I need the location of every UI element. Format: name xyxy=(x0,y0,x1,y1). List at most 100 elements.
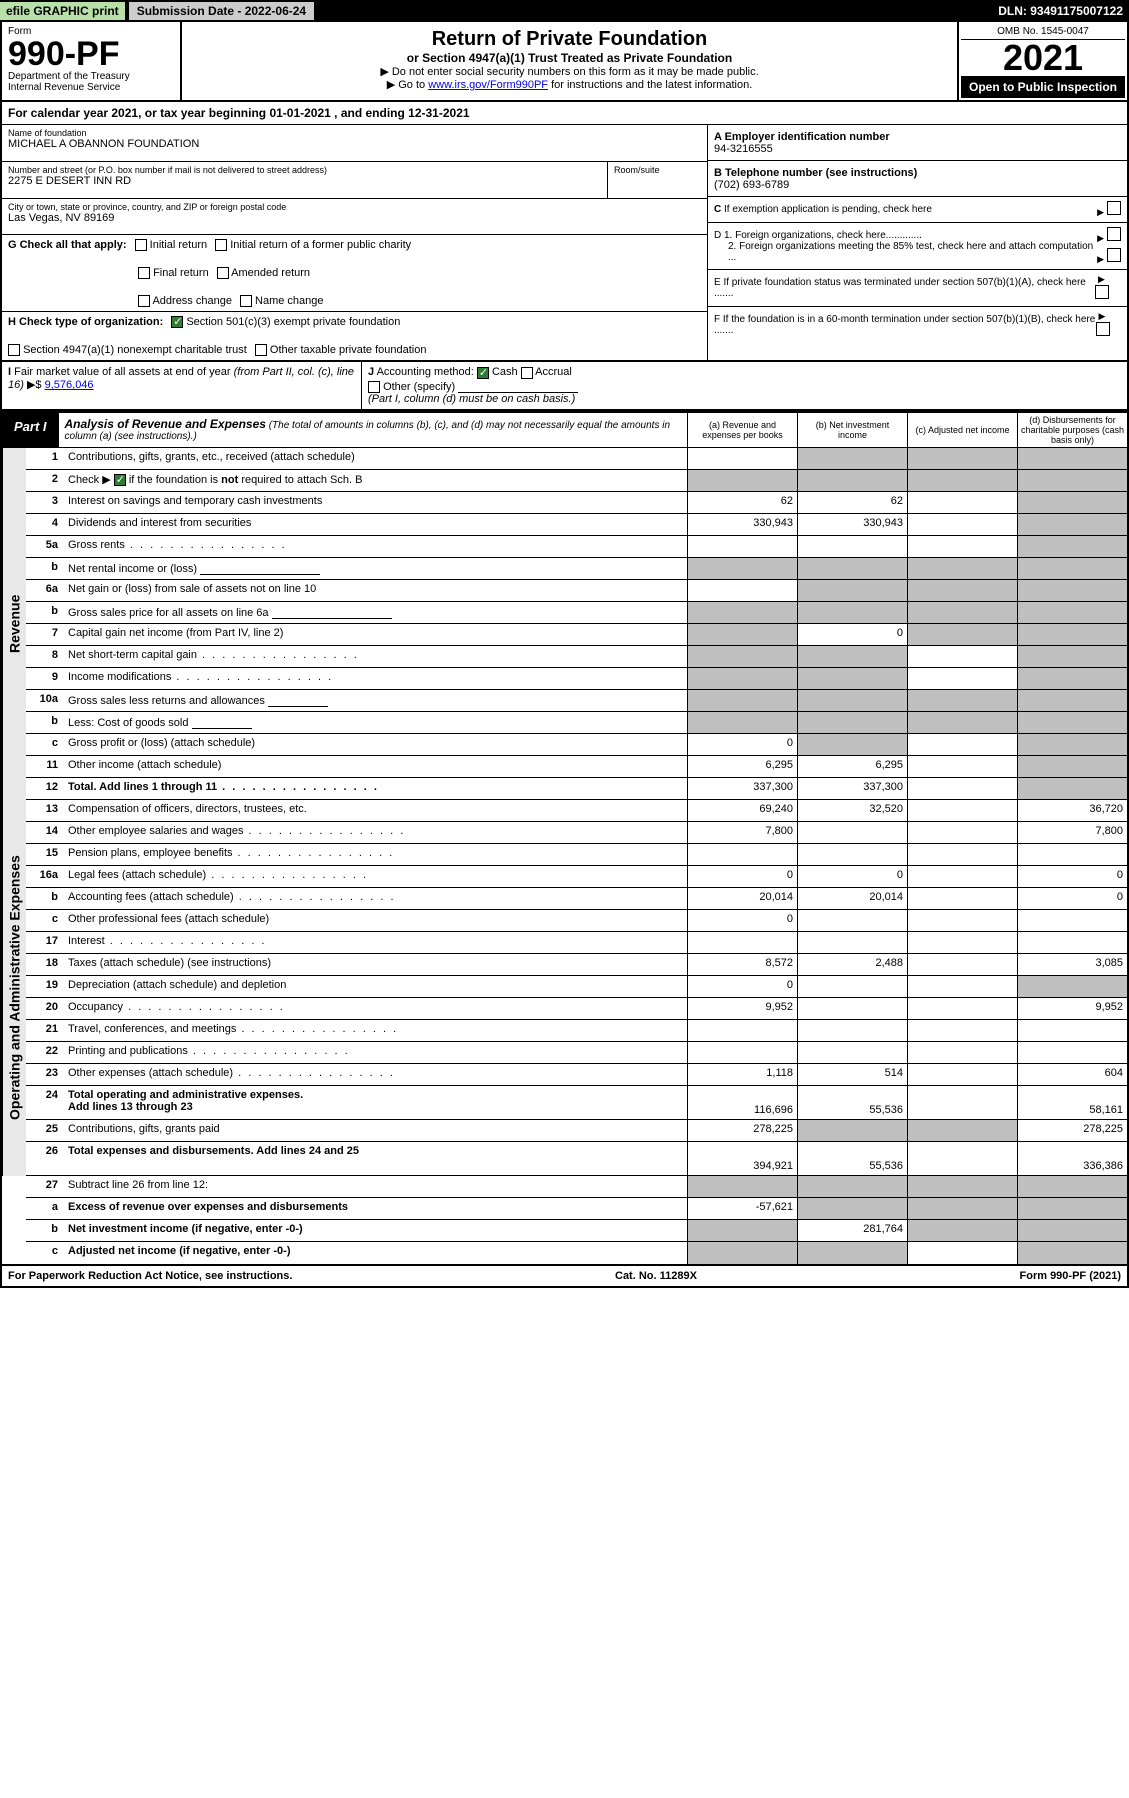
amt-d xyxy=(1017,690,1127,711)
amt-a xyxy=(687,470,797,491)
desc: Contributions, gifts, grants paid xyxy=(64,1120,687,1141)
ln: 6a xyxy=(26,580,64,601)
efile-badge[interactable]: efile GRAPHIC print xyxy=(0,2,125,20)
cb-initial-return[interactable] xyxy=(135,239,147,251)
table-row: bNet rental income or (loss) xyxy=(26,558,1127,580)
ln: 5a xyxy=(26,536,64,557)
amt-d: 58,161 xyxy=(1017,1086,1127,1119)
ln: 18 xyxy=(26,954,64,975)
amt-a: 278,225 xyxy=(687,1120,797,1141)
cb-name-change[interactable] xyxy=(240,295,252,307)
table-row: 20Occupancy9,9529,952 xyxy=(26,998,1127,1020)
ln: 12 xyxy=(26,778,64,799)
desc: Gross sales price for all assets on line… xyxy=(64,602,687,623)
amt-b xyxy=(797,998,907,1019)
city-label: City or town, state or province, country… xyxy=(8,202,701,212)
cb-d1[interactable] xyxy=(1107,227,1121,241)
desc: Other employee salaries and wages xyxy=(64,822,687,843)
note-pre: ▶ Go to xyxy=(387,79,428,91)
amt-b xyxy=(797,844,907,865)
amt-a xyxy=(687,1242,797,1264)
cb-d2[interactable] xyxy=(1107,248,1121,262)
amt-d xyxy=(1017,558,1127,579)
desc: Excess of revenue over expenses and disb… xyxy=(64,1198,687,1219)
amt-a xyxy=(687,932,797,953)
g-opt-0: Initial return xyxy=(150,239,207,251)
amt-b: 32,520 xyxy=(797,800,907,821)
amt-c xyxy=(907,470,1017,491)
e-label: E If private foundation status was termi… xyxy=(714,277,1095,299)
cb-initial-former[interactable] xyxy=(215,239,227,251)
amt-b: 55,536 xyxy=(797,1142,907,1175)
amt-a xyxy=(687,1220,797,1241)
amt-c xyxy=(907,602,1017,623)
ln: 24 xyxy=(26,1086,64,1119)
expenses-rows: 13Compensation of officers, directors, t… xyxy=(26,800,1127,1176)
table-row: 6aNet gain or (loss) from sale of assets… xyxy=(26,580,1127,602)
note-ssn: ▶ Do not enter social security numbers o… xyxy=(188,65,951,78)
amt-c xyxy=(907,932,1017,953)
table-row: 9Income modifications xyxy=(26,668,1127,690)
desc: Other expenses (attach schedule) xyxy=(64,1064,687,1085)
calendar-year-row: For calendar year 2021, or tax year begi… xyxy=(2,102,1127,125)
amt-b xyxy=(797,580,907,601)
table-row: 5aGross rents xyxy=(26,536,1127,558)
amt-c xyxy=(907,844,1017,865)
phone-label: B Telephone number (see instructions) xyxy=(714,167,1121,179)
ij-row: I Fair market value of all assets at end… xyxy=(2,362,1127,409)
amt-a: 0 xyxy=(687,734,797,755)
amt-a xyxy=(687,536,797,557)
ln: 9 xyxy=(26,668,64,689)
amt-c xyxy=(907,998,1017,1019)
table-row: 18Taxes (attach schedule) (see instructi… xyxy=(26,954,1127,976)
amt-a xyxy=(687,558,797,579)
ln: 14 xyxy=(26,822,64,843)
ln: 8 xyxy=(26,646,64,667)
page-footer: For Paperwork Reduction Act Notice, see … xyxy=(2,1264,1127,1286)
table-row: 21Travel, conferences, and meetings xyxy=(26,1020,1127,1042)
amt-a: 9,952 xyxy=(687,998,797,1019)
cb-cash[interactable] xyxy=(477,367,489,379)
amt-d xyxy=(1017,602,1127,623)
amt-d xyxy=(1017,536,1127,557)
tax-year: 2021 xyxy=(961,40,1125,76)
desc: Capital gain net income (from Part IV, l… xyxy=(64,624,687,645)
cb-amended[interactable] xyxy=(217,267,229,279)
ln: 19 xyxy=(26,976,64,997)
form-title: Return of Private Foundation xyxy=(188,28,951,51)
cb-501c3[interactable] xyxy=(171,316,183,328)
amt-a: 7,800 xyxy=(687,822,797,843)
amt-a: 0 xyxy=(687,976,797,997)
cb-other[interactable] xyxy=(368,381,380,393)
amt-c xyxy=(907,558,1017,579)
e-row: E If private foundation status was termi… xyxy=(708,270,1127,307)
cb-e[interactable] xyxy=(1095,285,1109,299)
phone-value: (702) 693-6789 xyxy=(714,179,1121,191)
cb-other-taxable[interactable] xyxy=(255,344,267,356)
ln: 16a xyxy=(26,866,64,887)
g-opt-5: Name change xyxy=(255,295,324,307)
amt-b xyxy=(797,1042,907,1063)
amt-a xyxy=(687,1176,797,1197)
cb-4947[interactable] xyxy=(8,344,20,356)
cb-final-return[interactable] xyxy=(138,267,150,279)
amt-b xyxy=(797,536,907,557)
cb-accrual[interactable] xyxy=(521,367,533,379)
cb-sch-b[interactable] xyxy=(114,474,126,486)
cb-c[interactable] xyxy=(1107,201,1121,215)
expenses-side-label: Operating and Administrative Expenses xyxy=(2,800,26,1176)
form-number: 990-PF xyxy=(8,37,174,71)
cb-address-change[interactable] xyxy=(138,295,150,307)
irs-link[interactable]: www.irs.gov/Form990PF xyxy=(428,79,548,91)
amt-a: 6,295 xyxy=(687,756,797,777)
amt-d xyxy=(1017,1020,1127,1041)
amt-d xyxy=(1017,1176,1127,1197)
ln: b xyxy=(26,888,64,909)
cb-f[interactable] xyxy=(1096,322,1110,336)
amt-a xyxy=(687,602,797,623)
open-public-badge: Open to Public Inspection xyxy=(961,76,1125,98)
amt-d: 336,386 xyxy=(1017,1142,1127,1175)
amt-a xyxy=(687,646,797,667)
table-row: 23Other expenses (attach schedule)1,1185… xyxy=(26,1064,1127,1086)
i-value[interactable]: 9,576,046 xyxy=(45,379,94,391)
